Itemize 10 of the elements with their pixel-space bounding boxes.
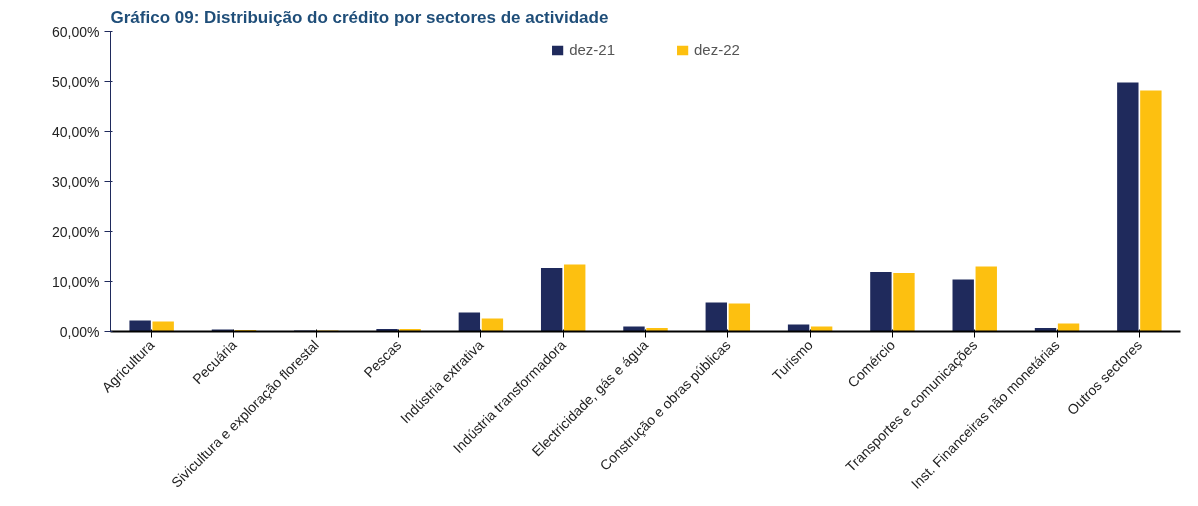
y-tick-label: 50,00% xyxy=(52,73,100,90)
y-tick-label: 20,00% xyxy=(52,223,100,240)
y-tick-label: 30,00% xyxy=(52,173,100,190)
y-tick-label: 0,00% xyxy=(59,323,100,340)
y-tick-label: 10,00% xyxy=(52,273,100,290)
y-tick-label: 60,00% xyxy=(52,23,100,40)
chart-title: Gráfico 09: Distribuição do crédito por sectores de actividade xyxy=(110,7,609,27)
legend-label: dez-21 xyxy=(569,41,615,58)
y-tick-label: 40,00% xyxy=(52,123,100,140)
legend-label: dez-22 xyxy=(694,41,740,58)
